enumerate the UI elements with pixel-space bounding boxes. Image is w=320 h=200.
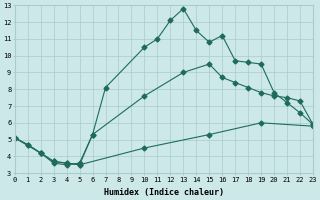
X-axis label: Humidex (Indice chaleur): Humidex (Indice chaleur) bbox=[104, 188, 224, 197]
